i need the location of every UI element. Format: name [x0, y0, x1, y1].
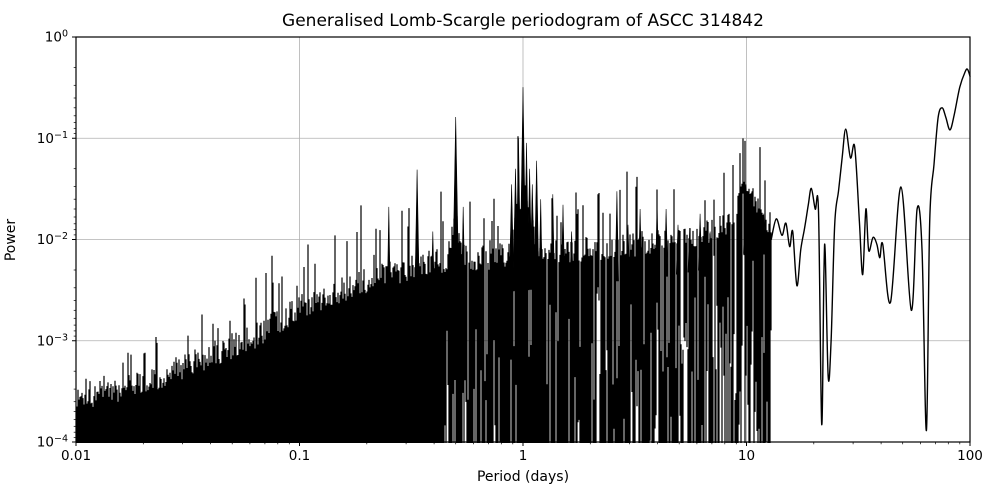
peak-spike — [508, 184, 515, 292]
peak-spike — [664, 208, 669, 277]
peak-spike — [638, 208, 643, 280]
peak-spike — [708, 231, 713, 267]
peak-spike — [550, 194, 555, 288]
peak-spike — [625, 224, 631, 281]
peak-spike — [687, 227, 692, 273]
peak-spike — [738, 208, 743, 256]
peak-spike — [386, 206, 391, 309]
peak-spike — [743, 184, 749, 254]
peak-spike — [414, 169, 420, 303]
x-axis-label: Period (days) — [477, 469, 569, 485]
peak-spike — [560, 204, 566, 287]
peak-spike — [698, 213, 703, 271]
peak-spike — [461, 206, 466, 296]
peak-spike — [675, 224, 681, 275]
x-tick-label: 100 — [957, 448, 983, 464]
x-tick-label: 10 — [738, 448, 755, 464]
x-tick-label: 0.1 — [289, 448, 310, 464]
peak-spike — [750, 191, 755, 252]
y-axis-label: Power — [3, 219, 19, 262]
peak-spike — [755, 204, 760, 251]
spectrum-line — [76, 68, 971, 443]
peak-spike — [452, 116, 460, 297]
peak-spike — [761, 213, 766, 255]
peak-spike — [655, 204, 660, 279]
chart-title: Generalised Lomb-Scargle periodogram of … — [282, 11, 764, 31]
axis-ticks — [72, 36, 971, 446]
peak-spike — [538, 199, 543, 289]
peak-spike — [614, 191, 619, 282]
peak-spike — [725, 224, 730, 261]
dense-spectrum-path — [76, 136, 772, 443]
peak-spike — [515, 138, 522, 291]
x-tick-label: 1 — [519, 448, 528, 464]
peak-spike — [519, 87, 527, 291]
peak-spike — [569, 231, 574, 286]
peak-spike — [529, 184, 536, 290]
peak-spike — [533, 160, 540, 290]
peak-spike — [430, 231, 435, 299]
x-tick-label: 0.01 — [61, 448, 91, 464]
resolved-tail-path — [770, 68, 971, 432]
